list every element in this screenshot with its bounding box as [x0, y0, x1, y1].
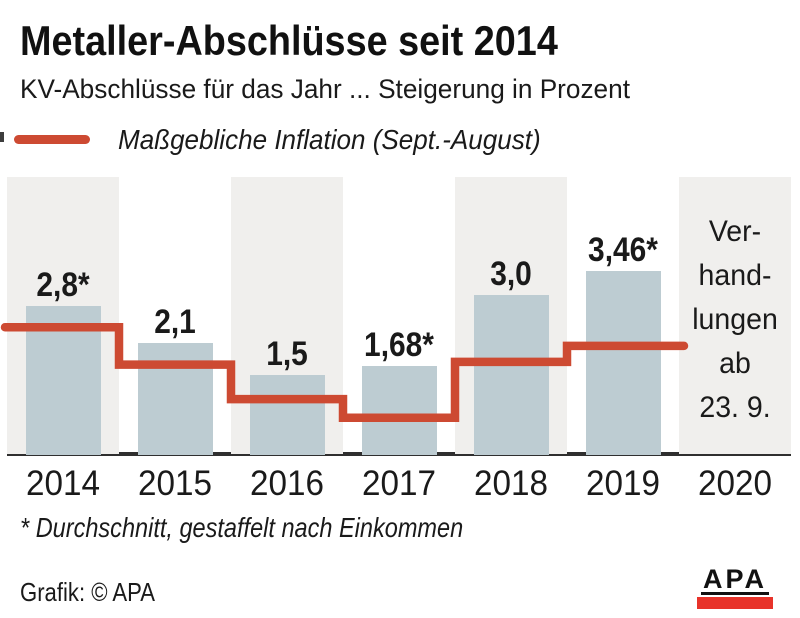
bar-value-label: 1,68*: [364, 325, 434, 364]
bar-value-label: 2,1: [154, 303, 196, 342]
year-label: 2016: [250, 464, 324, 503]
bar: [585, 270, 661, 455]
chart-subtitle: KV-Abschlüsse für das Jahr ... Steigerun…: [20, 74, 630, 104]
year-label: 2017: [362, 464, 436, 503]
apa-logo: APA: [696, 566, 774, 609]
inflation-line-swatch: [14, 135, 90, 144]
bar-value-label: 3,46*: [588, 230, 658, 269]
bar-value-label: 3,0: [490, 255, 532, 294]
column-background: [679, 177, 791, 454]
bar: [25, 306, 101, 455]
legend-edge-mark: [0, 132, 4, 142]
bar-value-label: 1,5: [266, 335, 308, 374]
bar: [249, 375, 325, 455]
year-label: 2014: [26, 464, 100, 503]
apa-logo-underline: [701, 592, 769, 595]
legend-label: Maßgebliche Inflation (Sept.-August): [118, 124, 541, 155]
negotiation-annotation: Ver-hand-lungen ab 23. 9.: [692, 215, 778, 424]
credit-text: Grafik: © APA: [20, 577, 156, 607]
bar: [361, 365, 437, 455]
apa-logo-red-bar: [697, 597, 773, 609]
bar-value-label: 2,8*: [36, 266, 90, 305]
bar: [473, 295, 549, 455]
chart-title: Metaller-Abschlüsse seit 2014: [20, 17, 558, 64]
bar: [137, 343, 213, 455]
apa-logo-text: APA: [702, 564, 767, 594]
year-label: 2018: [474, 464, 548, 503]
year-label: 2020: [698, 464, 772, 503]
year-label: 2019: [586, 464, 660, 503]
year-label: 2015: [138, 464, 212, 503]
footnote: * Durchschnitt, gestaffelt nach Einkomme…: [20, 512, 464, 543]
